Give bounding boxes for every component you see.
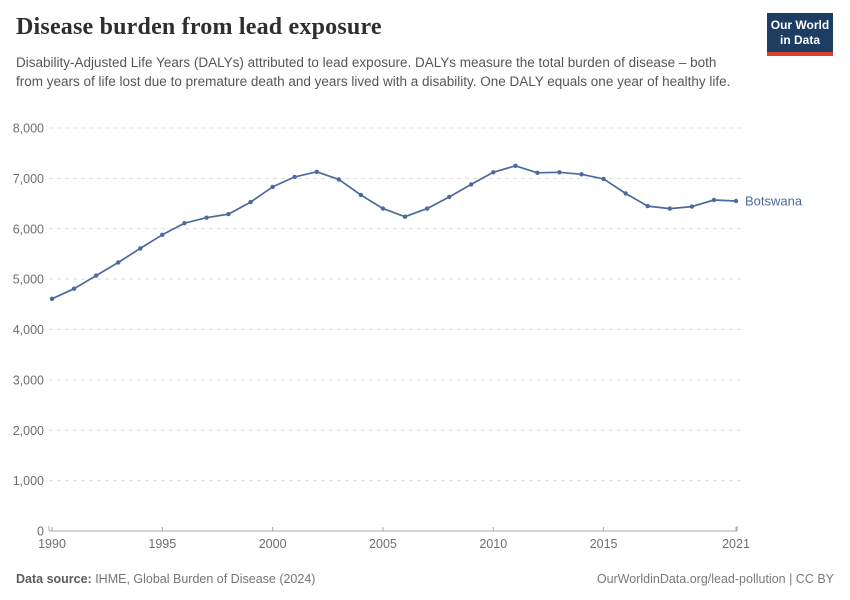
data-point[interactable]	[336, 177, 341, 182]
data-point[interactable]	[535, 170, 540, 175]
page-title: Disease burden from lead exposure	[16, 14, 382, 40]
y-axis-tick-label: 1,000	[13, 474, 44, 488]
series-line[interactable]	[51, 164, 737, 300]
data-point[interactable]	[424, 206, 430, 211]
data-point[interactable]	[160, 232, 165, 237]
data-point[interactable]	[314, 169, 319, 174]
series-end-label[interactable]: Botswana	[745, 194, 803, 209]
data-point[interactable]	[138, 246, 143, 251]
data-point[interactable]	[645, 203, 650, 209]
y-axis-tick-label: 8,000	[13, 122, 44, 136]
footer-link[interactable]: OurWorldinData.org/lead-pollution | CC B…	[596, 572, 834, 586]
data-point[interactable]	[733, 198, 739, 204]
y-axis-tick-label: 6,000	[13, 222, 44, 236]
data-point[interactable]	[447, 194, 452, 200]
data-point[interactable]	[469, 182, 474, 187]
chart-subtitle: Disability-Adjusted Life Years (DALYs) a…	[16, 55, 731, 90]
y-axis-tick-label: 2,000	[13, 424, 44, 438]
x-axis-tick-label: 1995	[148, 537, 176, 551]
data-point[interactable]	[380, 206, 386, 211]
data-point[interactable]	[623, 191, 628, 196]
data-point[interactable]	[711, 197, 717, 203]
data-point[interactable]	[579, 172, 584, 177]
data-source-value: IHME, Global Burden of Disease (2024)	[91, 572, 316, 586]
data-point[interactable]	[358, 192, 364, 198]
data-point[interactable]	[667, 206, 672, 211]
y-axis-tick-label: 7,000	[13, 172, 44, 186]
owid-logo[interactable]: Our World in Data	[767, 13, 833, 56]
data-point[interactable]	[182, 221, 187, 226]
data-source-label: Data source:	[16, 572, 92, 586]
y-axis-tick-label: 4,000	[13, 323, 44, 337]
data-point[interactable]	[557, 170, 562, 175]
data-point[interactable]	[116, 260, 121, 265]
data-point[interactable]	[402, 214, 408, 219]
x-axis-tick-label: 2015	[590, 537, 618, 551]
data-point[interactable]	[248, 199, 253, 205]
y-axis-tick-label: 3,000	[13, 373, 44, 387]
data-point[interactable]	[270, 184, 275, 190]
chart-footer: Data source: IHME, Global Burden of Dise…	[16, 572, 834, 586]
x-axis-tick-label: 2005	[369, 537, 397, 551]
y-axis-tick-label: 0	[37, 525, 44, 539]
data-source: Data source: IHME, Global Burden of Dise…	[16, 572, 315, 586]
x-axis-tick-label: 2000	[259, 537, 287, 551]
data-point[interactable]	[491, 170, 496, 175]
data-point[interactable]	[204, 215, 209, 220]
owid-logo-line2: in Data	[779, 33, 820, 47]
data-point[interactable]	[93, 273, 99, 278]
y-axis-tick-label: 5,000	[13, 273, 44, 287]
data-point[interactable]	[601, 176, 606, 182]
x-axis-tick-label: 2010	[479, 537, 507, 551]
x-axis-tick-label: 2021	[722, 537, 750, 551]
data-point[interactable]	[71, 286, 77, 291]
data-point[interactable]	[226, 211, 231, 217]
x-axis-tick-label: 1990	[38, 537, 66, 551]
data-point[interactable]	[49, 296, 55, 301]
data-point[interactable]	[513, 163, 518, 168]
data-point[interactable]	[292, 174, 297, 180]
data-point[interactable]	[689, 204, 695, 209]
owid-logo-line1: Our World	[770, 18, 830, 32]
